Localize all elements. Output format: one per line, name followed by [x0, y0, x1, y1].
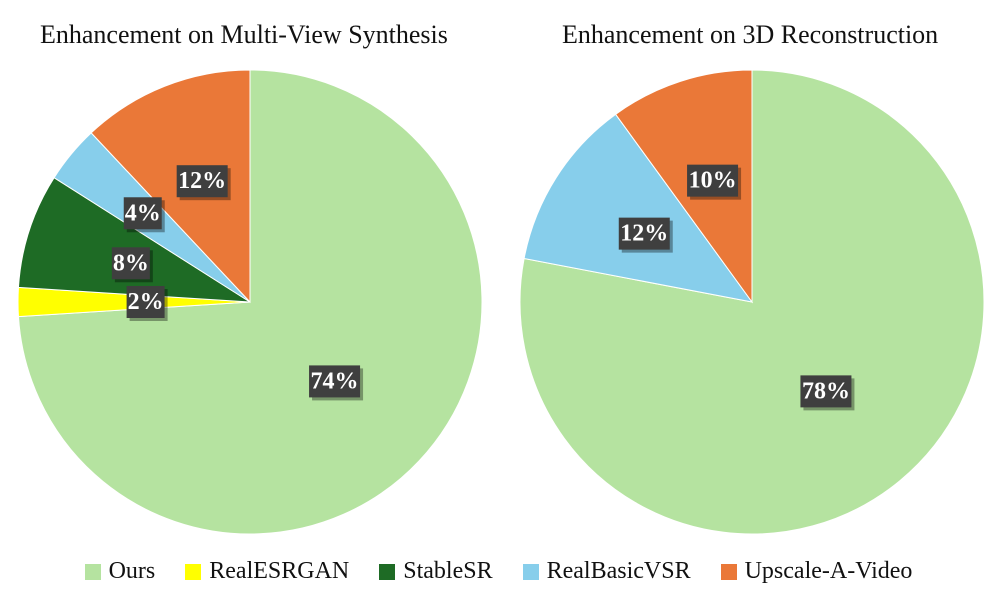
data-label-realesrgan: 2%	[126, 286, 168, 321]
legend-item-ours: Ours	[84, 558, 156, 585]
legend-swatch	[379, 563, 396, 580]
data-label-text: 12%	[620, 221, 668, 247]
legend-label: RealBasicVSR	[546, 558, 691, 584]
legend-label: RealESRGAN	[209, 558, 350, 584]
data-label-stablesr: 8%	[111, 247, 153, 283]
data-label-ours: 78%	[800, 375, 855, 411]
pie-slice-upscale-a-video	[90, 69, 251, 304]
data-label-text: 78%	[802, 378, 850, 404]
legend-swatch	[720, 563, 737, 580]
pie-slice-stablesr	[17, 176, 251, 303]
legend: Ours RealESRGAN StableSR RealBasicVSR Up…	[0, 558, 997, 585]
legend-label: Upscale-A-Video	[744, 558, 913, 584]
legend-item-realesrgan: RealESRGAN	[185, 558, 349, 585]
data-label-text: 8%	[113, 250, 149, 276]
legend-label: StableSR	[403, 558, 493, 584]
data-label-ours: 74%	[309, 365, 364, 401]
data-label-upscale-a-video: 12%	[176, 165, 231, 201]
legend-item-upscale-a-video: Upscale-A-Video	[720, 558, 913, 585]
legend-item-stablesr: StableSR	[379, 558, 493, 585]
data-label-text: 74%	[311, 368, 359, 394]
legend-swatch	[84, 563, 101, 580]
data-label-realbasicvsr: 4%	[123, 197, 165, 233]
pie-slice-upscale-a-video	[614, 69, 753, 304]
data-label-text: 10%	[689, 168, 737, 194]
legend-swatch	[522, 563, 539, 580]
legend-swatch	[185, 563, 202, 580]
data-label-text: 12%	[178, 168, 226, 194]
data-label-upscale-a-video: 10%	[687, 164, 742, 200]
pie-slice-realbasicvsr	[523, 113, 754, 303]
pie-charts: 74% 2% 8% 4% 12% 78% 12% 10%	[17, 69, 985, 535]
data-label-realbasicvsr: 12%	[618, 217, 673, 253]
data-label-text: 2%	[128, 289, 164, 315]
chart-title-multi-view: Enhancement on Multi-View Synthesis	[40, 20, 448, 49]
data-label-text: 4%	[125, 200, 161, 226]
chart-title-3d-reconstruction: Enhancement on 3D Reconstruction	[562, 20, 939, 49]
legend-item-realbasicvsr: RealBasicVSR	[522, 558, 691, 585]
legend-label: Ours	[108, 558, 156, 584]
